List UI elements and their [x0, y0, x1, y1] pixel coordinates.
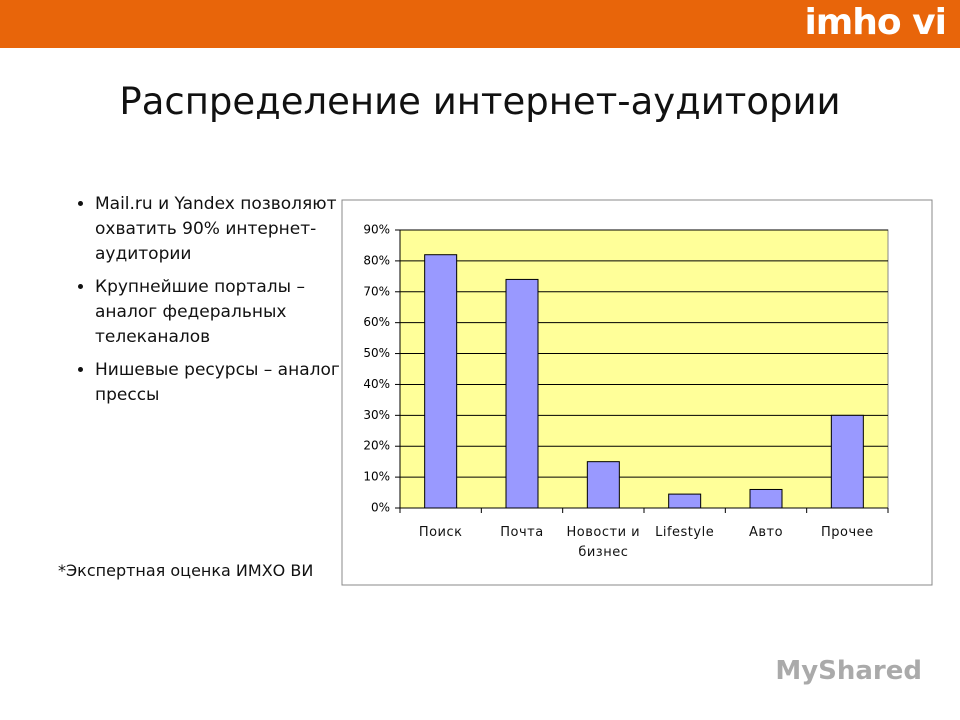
y-tick-label: 90%: [363, 223, 390, 237]
logo: imho vi: [804, 2, 947, 43]
watermark: MyShared: [775, 656, 922, 686]
y-tick-label: 50%: [363, 346, 390, 360]
x-tick-label: Lifestyle: [655, 525, 715, 540]
y-tick-label: 80%: [363, 253, 390, 267]
bar: [749, 488, 783, 509]
y-tick-label: 20%: [363, 439, 390, 453]
x-tick-label: Прочее: [820, 525, 874, 540]
y-tick-label: 0%: [371, 501, 390, 515]
bar: [424, 254, 458, 509]
bar: [505, 278, 539, 509]
footnote: *Экспертная оценка ИМХО ВИ: [58, 561, 314, 580]
x-tick-label: Почта: [500, 525, 544, 540]
header-bar: imho vi: [0, 0, 960, 48]
y-tick-label: 70%: [363, 284, 390, 298]
bar: [830, 414, 864, 509]
x-tick-label: Авто: [748, 525, 784, 540]
bullet: Нишевые ресурсы – аналог прессы: [95, 358, 355, 408]
bar: [586, 461, 620, 509]
x-tick-label: Поиск: [418, 525, 463, 540]
y-tick-label: 40%: [363, 377, 390, 391]
plot-area: [399, 229, 889, 509]
bullet: Крупнейшие порталы – аналог федеральных …: [95, 275, 355, 350]
y-tick-label: 60%: [363, 315, 390, 329]
x-tick-label: Новости и бизнес: [566, 525, 641, 560]
bullet: Mail.ru и Yandex позволяют охватить 90% …: [95, 192, 355, 267]
bar: [668, 493, 702, 509]
y-tick-label: 30%: [363, 408, 390, 422]
y-tick-label: 10%: [363, 470, 390, 484]
bullet-list: Mail.ru и Yandex позволяют охватить 90% …: [60, 192, 355, 416]
slide-title: Распределение интернет-аудитории: [119, 80, 841, 123]
